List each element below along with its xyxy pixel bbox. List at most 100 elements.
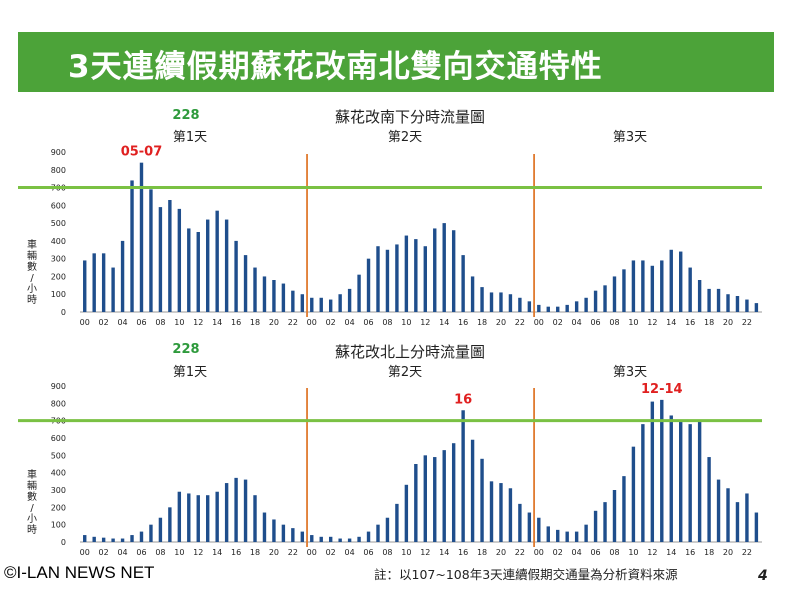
bar-day3-h21 — [735, 502, 740, 542]
bar-day1-h12 — [196, 232, 200, 312]
bar-day1-h14 — [215, 491, 219, 542]
bar-day2-h14 — [442, 450, 446, 542]
x-tick-label: 06 — [363, 318, 373, 327]
bar-day3-h16 — [688, 424, 692, 542]
x-tick-label: 08 — [382, 318, 392, 327]
bar-day2-h11 — [414, 464, 418, 542]
chart-title: 蘇花改北上分時流量圖 — [335, 343, 485, 361]
bar-day2-h00 — [310, 535, 314, 542]
day-label: 第1天 — [173, 130, 207, 145]
bar-day1-h00 — [83, 260, 87, 312]
bar-day3-h04 — [574, 301, 579, 312]
bar-day1-h07 — [149, 189, 153, 312]
x-tick-label: 12 — [647, 548, 657, 557]
x-tick-label: 18 — [704, 548, 714, 557]
y-tick-label: 800 — [51, 399, 66, 408]
bar-day2-h16 — [461, 255, 465, 312]
bar-day3-h11 — [641, 260, 645, 312]
bar-day2-h13 — [433, 228, 437, 312]
bar-day2-h16 — [461, 410, 465, 542]
bar-day1-h19 — [262, 512, 267, 542]
bar-day1-h07 — [149, 524, 153, 542]
x-tick-label: 00 — [534, 548, 544, 557]
bar-day3-h09 — [622, 476, 626, 542]
bar-day1-h08 — [158, 517, 163, 542]
bar-day2-h19 — [489, 292, 494, 312]
bar-day3-h08 — [612, 490, 617, 542]
bar-day3-h15 — [679, 420, 683, 542]
y-axis-label-char: / — [30, 503, 34, 514]
y-axis-label-char: 車 — [27, 468, 37, 481]
holiday-label: 228 — [172, 108, 199, 123]
x-tick-label: 14 — [212, 318, 222, 327]
y-tick-label: 500 — [51, 219, 66, 228]
y-tick-label: 200 — [51, 503, 66, 512]
x-tick-label: 22 — [288, 548, 298, 557]
bar-day2-h20 — [499, 483, 503, 542]
bar-day1-h02 — [101, 537, 106, 542]
x-tick-label: 04 — [117, 318, 127, 327]
bar-day2-h23 — [527, 301, 532, 312]
bar-day2-h06 — [366, 258, 371, 312]
page-title: 3天連續假期蘇花改南北雙向交通特性 — [68, 49, 603, 85]
bar-day3-h00 — [537, 517, 541, 542]
y-tick-label: 200 — [51, 272, 66, 281]
y-tick-label: 0 — [61, 308, 66, 317]
bar-day3-h21 — [735, 296, 740, 312]
bar-day3-h12 — [650, 265, 655, 312]
bar-day1-h13 — [206, 219, 210, 312]
bar-day2-h01 — [319, 297, 323, 312]
x-tick-label: 14 — [439, 548, 449, 557]
x-tick-label: 18 — [704, 318, 714, 327]
x-tick-label: 02 — [326, 318, 336, 327]
x-tick-label: 02 — [99, 318, 109, 327]
bar-day3-h02 — [556, 529, 560, 542]
x-tick-label: 16 — [458, 548, 468, 557]
x-tick-label: 10 — [401, 548, 411, 557]
bar-day2-h03 — [338, 538, 342, 542]
x-tick-label: 18 — [477, 548, 487, 557]
y-axis-label-char: 車 — [27, 238, 37, 251]
bar-day3-h15 — [679, 251, 683, 312]
bar-day3-h03 — [565, 304, 569, 312]
bar-day1-h20 — [272, 519, 276, 542]
x-tick-label: 14 — [666, 318, 676, 327]
bar-day3-h19 — [716, 288, 721, 312]
y-axis-label-char: 時 — [27, 294, 37, 306]
bar-day3-h05 — [584, 297, 588, 312]
x-tick-label: 16 — [231, 318, 241, 327]
bar-day2-h02 — [328, 299, 333, 312]
bar-day3-h07 — [603, 502, 607, 542]
x-tick-label: 08 — [609, 318, 619, 327]
bar-day2-h09 — [395, 244, 399, 312]
x-tick-label: 04 — [345, 318, 355, 327]
bar-day2-h03 — [338, 294, 342, 312]
y-tick-label: 900 — [51, 382, 66, 391]
x-tick-label: 06 — [590, 548, 600, 557]
bar-day1-h09 — [168, 200, 172, 312]
page-number: 4 — [758, 568, 768, 584]
bar-day3-h01 — [546, 526, 550, 542]
x-tick-label: 12 — [420, 548, 430, 557]
x-tick-label: 18 — [250, 318, 260, 327]
x-tick-label: 22 — [742, 548, 752, 557]
x-tick-label: 04 — [572, 318, 582, 327]
bar-day1-h05 — [130, 535, 134, 542]
x-tick-label: 18 — [250, 548, 260, 557]
bar-day2-h07 — [376, 246, 380, 312]
x-tick-label: 00 — [80, 318, 90, 327]
x-tick-label: 20 — [723, 318, 733, 327]
bar-day1-h19 — [262, 276, 267, 312]
y-tick-label: 900 — [51, 148, 66, 157]
bar-day2-h05 — [357, 274, 361, 312]
x-tick-label: 12 — [647, 318, 657, 327]
bar-day1-h18 — [253, 267, 257, 312]
bar-day2-h18 — [480, 458, 484, 542]
bar-day2-h17 — [470, 439, 475, 542]
y-tick-label: 500 — [51, 451, 66, 460]
peak-annotation: 12-14 — [641, 382, 683, 397]
x-tick-label: 12 — [420, 318, 430, 327]
x-tick-label: 06 — [136, 548, 146, 557]
